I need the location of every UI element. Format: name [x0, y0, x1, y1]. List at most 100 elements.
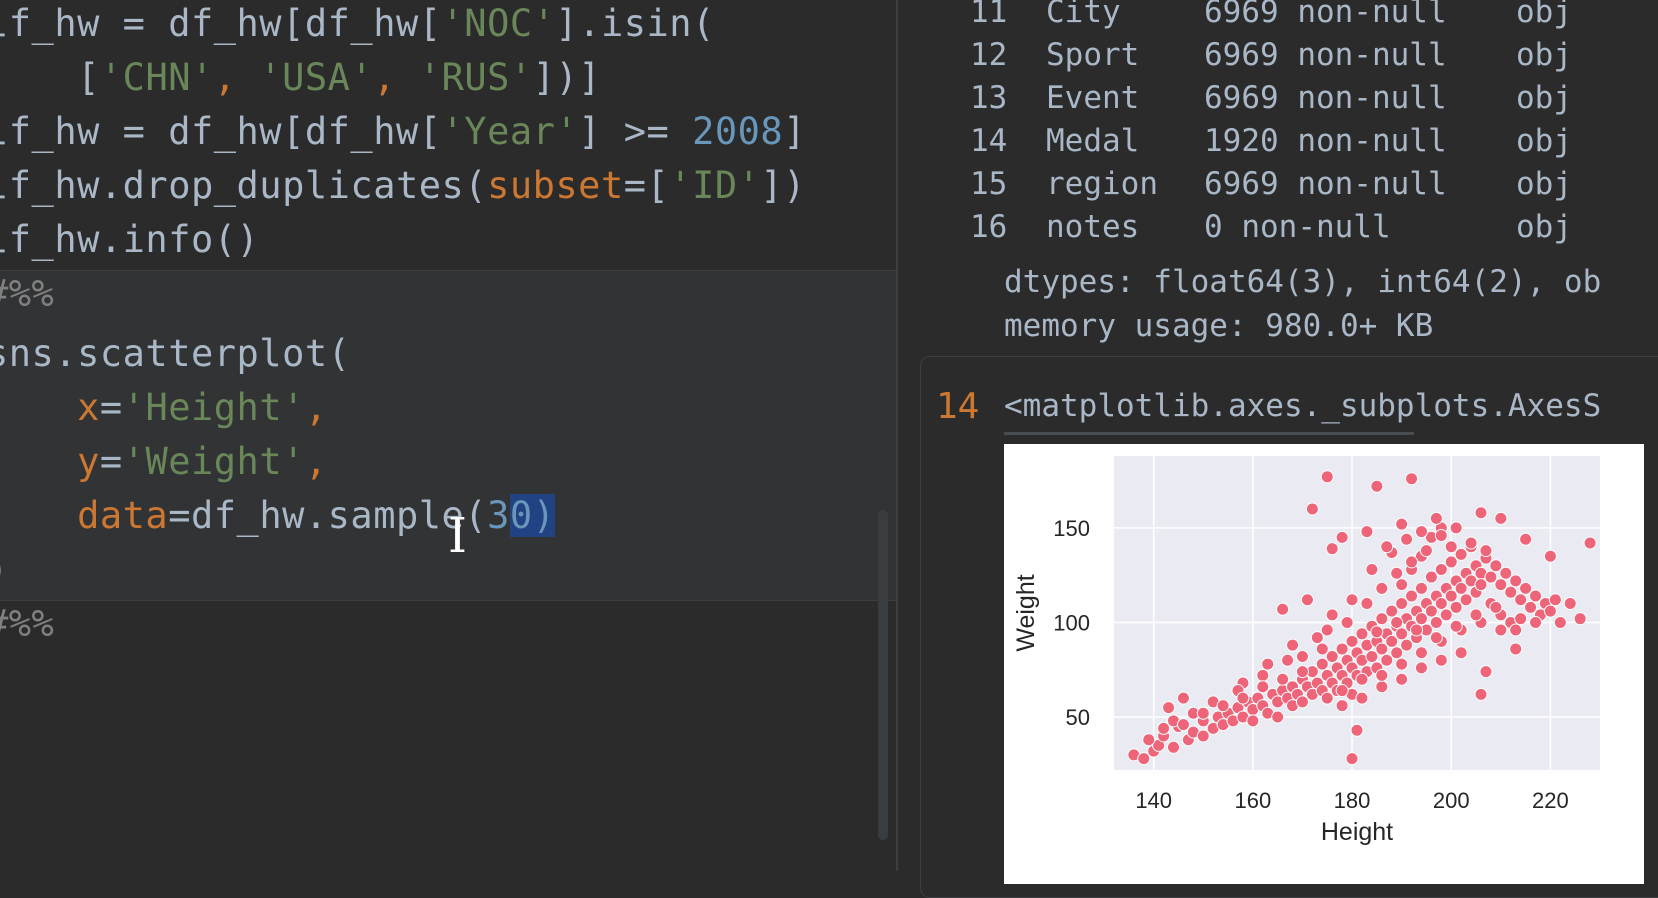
scatter-point — [1380, 540, 1394, 554]
code-token — [0, 440, 77, 483]
code-line[interactable]: ['CHN', 'USA', 'RUS'])] — [0, 58, 601, 98]
scatter-point — [1395, 597, 1409, 611]
scatter-point — [1563, 597, 1577, 611]
pane-divider[interactable] — [896, 0, 898, 871]
code-token: = — [99, 440, 123, 483]
scatter-point — [1325, 608, 1339, 622]
scatter-point — [1365, 650, 1379, 664]
scatter-point — [1434, 653, 1448, 667]
code-line[interactable]: lf_hw.drop_duplicates(subset=['ID']) — [0, 166, 806, 206]
code-line[interactable]: lf_hw = df_hw[df_hw['NOC'].isin( — [0, 4, 715, 44]
info-cell-count: 1920 non-null — [1204, 123, 1447, 159]
code-line[interactable]: lf_hw = df_hw[df_hw['Year'] >= 2008] — [0, 112, 806, 152]
info-dtypes: dtypes: float64(3), int64(2), ob — [1004, 264, 1602, 300]
scatter-point — [1494, 623, 1508, 637]
scatter-point — [1414, 525, 1428, 539]
scatter-point — [1434, 562, 1448, 576]
code-token: 'ID' — [669, 164, 761, 207]
code-editor[interactable]: lf_hw = df_hw[df_hw['NOC'].isin( ['CHN',… — [0, 0, 896, 871]
scatter-point — [1524, 600, 1538, 614]
info-cell-idx: 12 — [970, 37, 1008, 73]
scatter-point — [1395, 627, 1409, 641]
scatter-point — [1454, 646, 1468, 660]
scatter-point — [1494, 578, 1508, 592]
scatter-point — [1157, 721, 1171, 735]
scatter-point — [1414, 612, 1428, 626]
scatter-point — [1345, 752, 1359, 766]
scatter-point — [1414, 646, 1428, 660]
scatter-point — [1375, 680, 1389, 694]
scatter-point — [1196, 729, 1210, 743]
code-line[interactable]: data=df_hw.sample(30) — [0, 494, 556, 537]
scatter-point — [1509, 574, 1523, 588]
x-axis-label: Height — [1321, 818, 1393, 846]
scatter-point — [1449, 521, 1463, 535]
code-token: ]) — [760, 164, 806, 207]
scatter-point — [1439, 608, 1453, 622]
info-cell-count: 6969 non-null — [1204, 37, 1447, 73]
scatter-point — [1360, 597, 1374, 611]
scatter-point — [1320, 623, 1334, 637]
scatter-point — [1345, 634, 1359, 648]
scatter-point — [1419, 544, 1433, 558]
scatter-point — [1276, 672, 1290, 686]
info-cell-col: Event — [1046, 80, 1140, 116]
scatter-point — [1196, 706, 1210, 720]
scatter-point — [1340, 615, 1354, 629]
scatter-point — [1429, 631, 1443, 645]
scatter-point — [1385, 604, 1399, 618]
scatter-point — [1335, 642, 1349, 656]
scatter-point — [1246, 714, 1260, 728]
scatter-point — [1519, 532, 1533, 546]
code-token: lf_hw = df_hw[df_hw[ — [0, 110, 442, 153]
scatter-point — [1216, 699, 1230, 713]
execution-count: 14 — [936, 386, 980, 427]
selected-text: 0 — [509, 494, 533, 537]
scatter-point — [1484, 570, 1498, 584]
scatter-point — [1271, 710, 1285, 724]
code-token: ) — [0, 548, 9, 591]
scatter-point — [1310, 631, 1324, 645]
x-tick-label: 160 — [1234, 788, 1271, 813]
info-cell-idx: 13 — [970, 80, 1008, 116]
code-token: 'USA' — [259, 56, 374, 99]
scatter-point — [1395, 517, 1409, 531]
info-cell-col: City — [1046, 0, 1121, 30]
scatter-point — [1167, 740, 1181, 754]
code-token: ] — [783, 110, 806, 153]
code-token: =df_hw.sample( — [168, 494, 488, 537]
scatter-point — [1375, 668, 1389, 682]
scatter-point — [1519, 581, 1533, 595]
scatter-point — [1429, 615, 1443, 629]
output-underline — [1004, 432, 1414, 435]
scatter-point — [1553, 615, 1567, 629]
code-token: 'Year' — [441, 110, 579, 153]
scatter-point — [1400, 532, 1414, 546]
scatter-point — [1370, 625, 1384, 639]
scatter-point — [1390, 646, 1404, 660]
scatter-point — [1375, 581, 1389, 595]
scatter-point — [1494, 511, 1508, 525]
scatter-point — [1325, 650, 1339, 664]
code-line[interactable]: y='Weight', — [0, 442, 328, 482]
code-token: = — [99, 386, 123, 429]
code-line[interactable]: lf_hw.info() — [0, 220, 259, 260]
scatter-point — [1543, 549, 1557, 563]
y-tick-label: 150 — [1053, 516, 1090, 541]
x-tick-label: 180 — [1334, 788, 1371, 813]
active-cell[interactable] — [0, 270, 896, 600]
code-line[interactable]: #%% — [0, 604, 54, 644]
code-line[interactable]: sns.scatterplot( — [0, 334, 350, 374]
code-line[interactable]: #%% — [0, 274, 54, 314]
scatter-point — [1573, 612, 1587, 626]
info-cell-idx: 14 — [970, 123, 1008, 159]
info-cell-col: Sport — [1046, 37, 1140, 73]
code-token: =[ — [623, 164, 670, 207]
code-line[interactable]: x='Height', — [0, 388, 328, 428]
scatter-point — [1365, 562, 1379, 576]
code-token: #%% — [0, 272, 55, 315]
code-line[interactable]: ) — [0, 550, 9, 590]
editor-scrollbar[interactable] — [878, 510, 888, 840]
scatter-point — [1410, 623, 1424, 637]
info-cell-dtype: obj — [1516, 0, 1572, 30]
